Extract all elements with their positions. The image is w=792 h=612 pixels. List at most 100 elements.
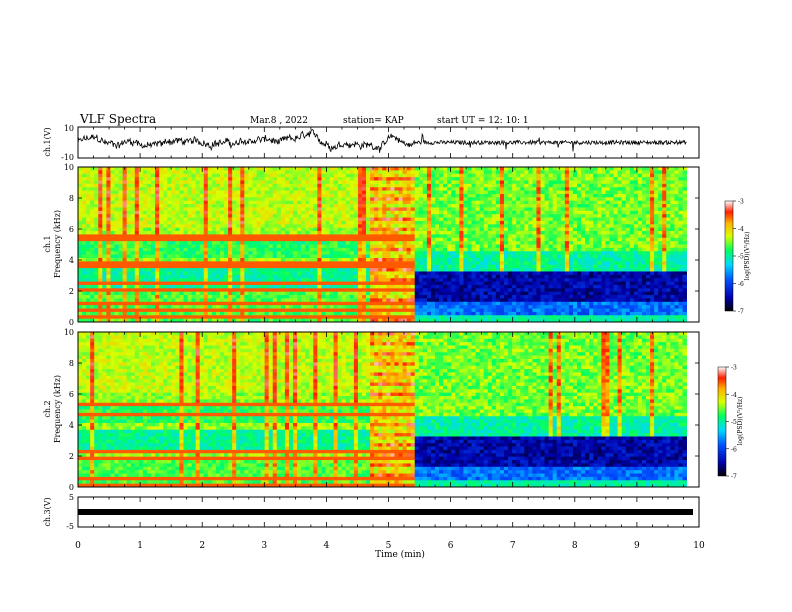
- spectrogram-cell: [240, 207, 245, 212]
- spectrogram-cell: [191, 217, 197, 222]
- spectrogram-cell: [98, 204, 103, 208]
- spectrogram-cell: [362, 295, 367, 299]
- spectrogram-cell: [374, 311, 379, 316]
- spectrogram-cell: [467, 274, 472, 279]
- spectrogram-cell: [309, 251, 314, 256]
- spectrogram-cell: [106, 301, 111, 306]
- spectrogram-cell: [483, 183, 489, 188]
- spectrogram-cell: [309, 247, 314, 252]
- spectrogram-cell: [479, 207, 485, 212]
- spectrogram-cell: [321, 301, 326, 306]
- spectrogram-cell: [402, 224, 408, 229]
- spectrogram-cell: [353, 234, 359, 239]
- spectrogram-cell: [337, 308, 343, 313]
- spectrogram-cell: [94, 177, 99, 181]
- spectrogram-cell: [325, 291, 330, 296]
- spectrogram-cell: [313, 261, 318, 266]
- spectrogram-cell: [118, 204, 124, 208]
- spectrogram-cell: [207, 187, 213, 191]
- spectrogram-cell: [256, 298, 261, 303]
- spectrogram-cell: [102, 318, 107, 322]
- spectrogram-cell: [499, 268, 505, 272]
- spectrogram-cell: [325, 284, 330, 289]
- spectrogram-cell: [98, 210, 103, 215]
- spectrogram-cell: [220, 204, 225, 208]
- spectrogram-cell: [195, 197, 201, 202]
- spectrogram-cell: [374, 244, 379, 249]
- spectrogram-cell: [390, 305, 395, 309]
- spectrogram-cell: [268, 251, 274, 256]
- spectrogram-cell: [240, 197, 245, 202]
- spectrogram-cell: [98, 227, 103, 232]
- spectrogram-cell: [151, 170, 156, 175]
- spectrogram-cell: [451, 281, 456, 286]
- spectrogram-cell: [118, 301, 124, 306]
- spectrogram-cell: [504, 264, 509, 269]
- spectrogram-cell: [126, 224, 132, 229]
- spectrogram-cell: [138, 254, 144, 259]
- spectrogram-cell: [106, 241, 111, 245]
- spectrogram-cell: [187, 210, 192, 215]
- spectrogram-cell: [90, 241, 95, 245]
- spectrogram-cell: [260, 268, 266, 272]
- spectrogram-cell: [268, 231, 274, 235]
- spectrogram-cell: [309, 288, 314, 293]
- spectrogram-cell: [495, 183, 501, 188]
- spectrogram-cell: [199, 214, 205, 218]
- spectrogram-cell: [504, 318, 509, 322]
- spectrogram-cell: [98, 315, 103, 320]
- spectrogram-cell: [199, 251, 205, 256]
- spectrogram-cell: [301, 274, 306, 279]
- spectrogram-cell: [191, 207, 197, 212]
- spectrogram-cell: [220, 291, 225, 296]
- spectrogram-cell: [447, 170, 452, 175]
- spectrogram-cell: [199, 291, 205, 296]
- spectrogram-cell: [175, 244, 180, 249]
- spectrogram-cell: [378, 224, 383, 229]
- spectrogram-cell: [362, 278, 367, 282]
- spectrogram-cell: [203, 311, 209, 316]
- spectrogram-cell: [435, 197, 440, 202]
- spectrogram-cell: [171, 295, 176, 299]
- spectrogram-cell: [475, 234, 481, 239]
- spectrogram-cell: [268, 241, 274, 245]
- spectrogram-cell: [357, 197, 363, 202]
- spectrogram-cell: [244, 274, 249, 279]
- spectrogram-cell: [402, 318, 408, 322]
- spectrogram-cell: [288, 217, 294, 222]
- spectrogram-cell: [483, 247, 489, 252]
- spectrogram-cell: [435, 183, 440, 188]
- spectrogram-cell: [276, 288, 282, 293]
- spectrogram-cell: [366, 257, 371, 262]
- spectrogram-cell: [248, 308, 253, 313]
- spectrogram-cell: [341, 257, 347, 262]
- spectrogram-cell: [475, 204, 481, 208]
- spectrogram-cell: [142, 291, 148, 296]
- spectrogram-cell: [487, 254, 493, 259]
- spectrogram-cell: [357, 227, 363, 232]
- spectrogram-cell: [244, 214, 249, 218]
- spectrogram-cell: [142, 200, 148, 205]
- spectrogram-cell: [240, 308, 245, 313]
- spectrogram-cell: [414, 187, 420, 191]
- spectrogram-cell: [353, 167, 359, 171]
- spectrogram-cell: [207, 204, 213, 208]
- spectrogram-cell: [211, 207, 217, 212]
- spectrogram-cell: [272, 247, 278, 252]
- spectrogram-cell: [280, 217, 286, 222]
- spectrogram-cell: [280, 183, 286, 188]
- spectrogram-cell: [90, 247, 95, 252]
- spectrogram-cell: [459, 271, 464, 276]
- spectrogram-cell: [301, 284, 306, 289]
- spectrogram-cell: [345, 264, 351, 269]
- spectrogram-cell: [102, 173, 107, 178]
- spectrogram-cell: [130, 190, 136, 195]
- spectrogram-cell: [220, 254, 225, 259]
- spectrogram-cell: [504, 220, 509, 225]
- spectrogram-cell: [479, 274, 485, 279]
- spectrogram-cell: [151, 200, 156, 205]
- spectrogram-cell: [171, 197, 176, 202]
- spectrogram-cell: [195, 241, 201, 245]
- spectrogram-cell: [199, 187, 205, 191]
- spectrogram-cell: [313, 318, 318, 322]
